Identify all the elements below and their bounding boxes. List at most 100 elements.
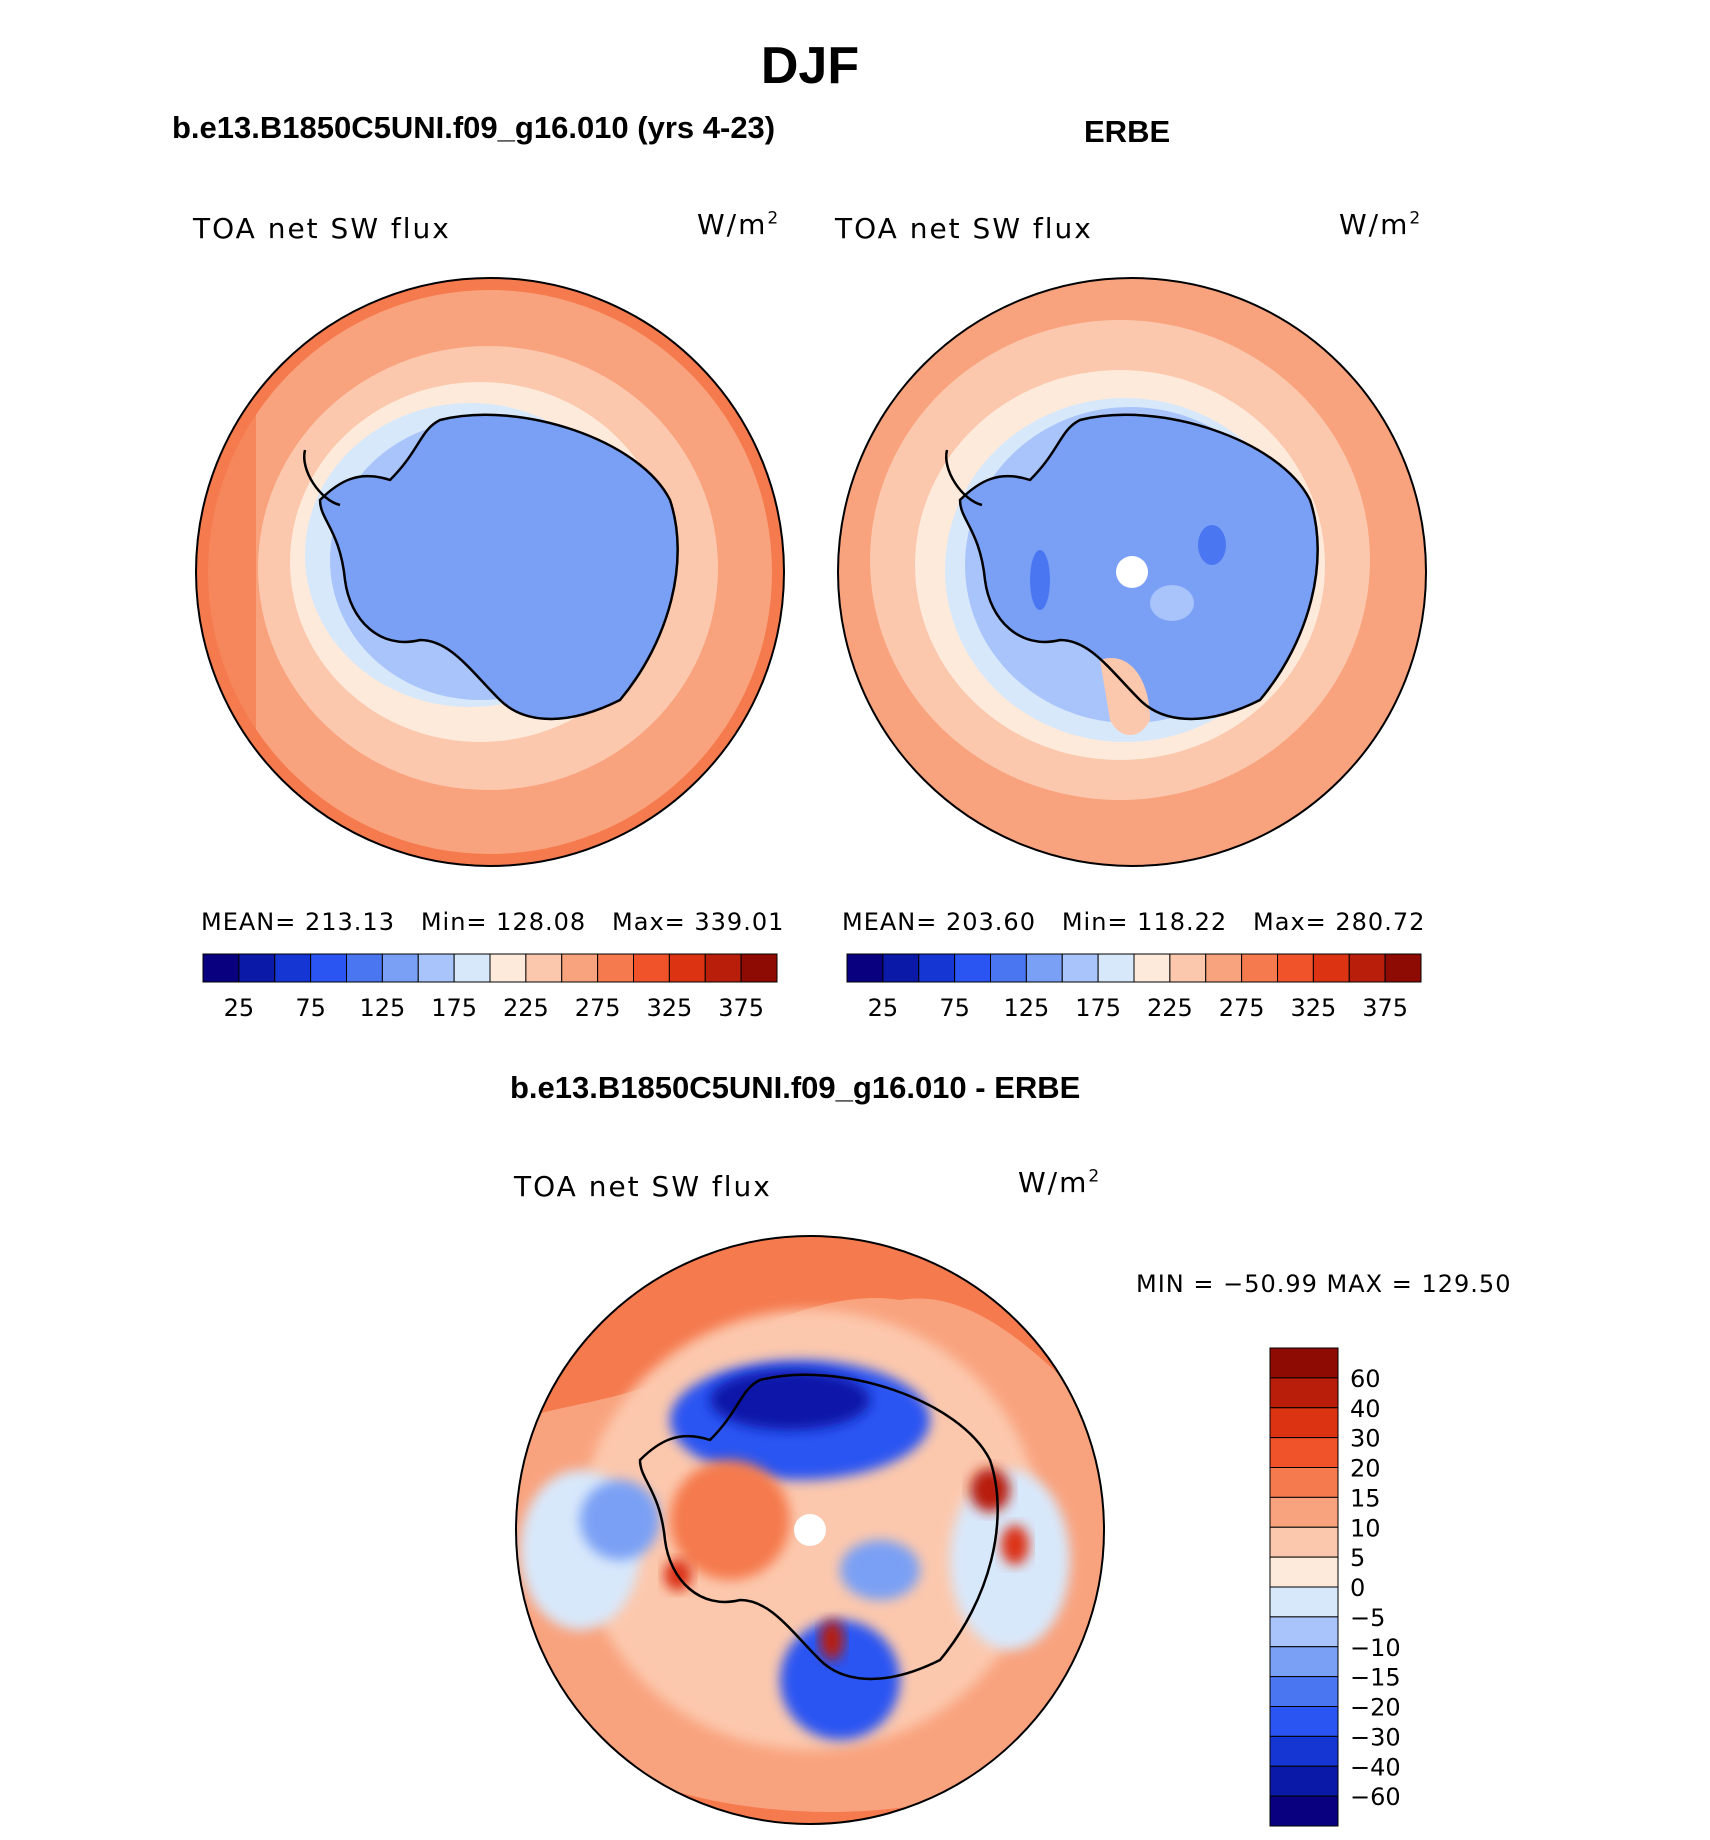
panel2-stats: MEAN= 203.60 Min= 118.22 Max= 280.72: [842, 908, 1426, 936]
colorbar-swatch: [1269, 1377, 1339, 1409]
colorbar-swatch: [381, 953, 419, 983]
colorbar-tick-label: 275: [575, 994, 621, 1022]
colorbar-tick-label: 125: [359, 994, 405, 1022]
panel2-variable-label: TOA net SW flux: [835, 212, 1093, 245]
colorbar-swatch: [918, 953, 956, 983]
panel3-units-label: W/m2: [1018, 1166, 1102, 1199]
colorbar-tick-label: −15: [1350, 1664, 1401, 1692]
colorbar-tick-label: −5: [1350, 1604, 1385, 1632]
colorbar-swatch: [1269, 1706, 1339, 1737]
colorbar-swatch: [525, 953, 563, 983]
diff-title: b.e13.B1850C5UNI.f09_g16.010 - ERBE: [510, 1070, 1081, 1105]
colorbar-swatch: [1241, 953, 1278, 983]
colorbar-tick-label: 325: [1290, 994, 1336, 1022]
panel3-polar-map: [516, 1236, 1104, 1824]
colorbar-tick-label: 5: [1350, 1544, 1365, 1572]
colorbar-tick-label: 25: [224, 994, 255, 1022]
panel3-variable-label: TOA net SW flux: [514, 1170, 772, 1203]
colorbar-swatch: [1205, 953, 1243, 983]
colorbar-swatch: [633, 953, 670, 983]
colorbar-swatch: [1061, 953, 1099, 983]
colorbar-swatch: [704, 953, 742, 983]
colorbar-swatch: [310, 953, 347, 983]
panel2-polar-map: [838, 278, 1426, 866]
panel3-map-border: [515, 1235, 1105, 1825]
colorbar-swatch: [1384, 953, 1422, 983]
colorbar-tick-label: 175: [431, 994, 477, 1022]
colorbar-tick-label: 125: [1003, 994, 1049, 1022]
colorbar-swatch: [882, 953, 920, 983]
colorbar-swatch: [1269, 1496, 1339, 1528]
colorbar-tick-label: 30: [1350, 1425, 1381, 1453]
colorbar-swatch: [1269, 1795, 1339, 1827]
colorbar-swatch: [1269, 1407, 1339, 1439]
colorbar-tick-label: 15: [1350, 1484, 1381, 1512]
colorbar-tick-label: −30: [1350, 1723, 1401, 1751]
obs-title: ERBE: [1084, 114, 1171, 149]
colorbar-swatch: [597, 953, 634, 983]
colorbar-swatch: [1025, 953, 1063, 983]
colorbar-tick-label: 40: [1350, 1395, 1381, 1423]
colorbar-tick-label: 325: [646, 994, 692, 1022]
colorbar-tick-label: 175: [1075, 994, 1121, 1022]
colorbar-tick-label: −10: [1350, 1634, 1401, 1662]
colorbar-swatch: [238, 953, 276, 983]
colorbar-swatch: [1269, 1735, 1339, 1767]
panel1-colorbar: [202, 953, 778, 983]
panel3-colorbar: [1269, 1347, 1339, 1827]
colorbar-tick-label: 225: [503, 994, 549, 1022]
colorbar-swatch: [1269, 1526, 1339, 1558]
colorbar-swatch: [846, 953, 884, 983]
panel1-map-border: [195, 277, 785, 867]
colorbar-swatch: [1269, 1616, 1339, 1648]
colorbar-swatch: [990, 953, 1027, 983]
colorbar-tick-label: 375: [718, 994, 764, 1022]
colorbar-swatch: [346, 953, 383, 983]
colorbar-swatch: [1269, 1467, 1339, 1498]
colorbar-tick-label: −60: [1350, 1783, 1401, 1811]
colorbar-swatch: [1097, 953, 1135, 983]
colorbar-swatch: [954, 953, 991, 983]
colorbar-tick-label: 75: [939, 994, 970, 1022]
colorbar-swatch: [1133, 953, 1171, 983]
colorbar-swatch: [1269, 1437, 1339, 1468]
panel1-colorbar-ticks: 25 75 125 175 225 275 325 375: [224, 994, 764, 1022]
panel2-colorbar-ticks: 25 75 125 175 225 275 325 375: [868, 994, 1408, 1022]
colorbar-swatch: [1269, 1646, 1339, 1678]
colorbar-swatch: [1312, 953, 1350, 983]
colorbar-swatch: [453, 953, 491, 983]
colorbar-swatch: [1169, 953, 1207, 983]
colorbar-tick-label: 375: [1362, 994, 1408, 1022]
colorbar-swatch: [202, 953, 240, 983]
colorbar-swatch: [489, 953, 527, 983]
colorbar-swatch: [1269, 1556, 1339, 1588]
colorbar-tick-label: 25: [868, 994, 899, 1022]
panel1-variable-label: TOA net SW flux: [193, 212, 451, 245]
colorbar-swatch: [1269, 1586, 1339, 1618]
colorbar-swatch: [1348, 953, 1386, 983]
colorbar-swatch: [740, 953, 778, 983]
colorbar-swatch: [1269, 1765, 1339, 1797]
colorbar-swatch: [417, 953, 455, 983]
model-title: b.e13.B1850C5UNI.f09_g16.010 (yrs 4-23): [172, 110, 776, 145]
colorbar-swatch: [1277, 953, 1314, 983]
panel1-stats: MEAN= 213.13 Min= 128.08 Max= 339.01: [201, 908, 785, 936]
colorbar-tick-label: 275: [1219, 994, 1265, 1022]
colorbar-swatch: [274, 953, 312, 983]
panel2-colorbar: [846, 953, 1422, 983]
colorbar-swatch: [1269, 1347, 1339, 1379]
colorbar-tick-label: 225: [1147, 994, 1193, 1022]
figure-title: DJF: [760, 37, 860, 95]
colorbar-tick-label: −40: [1350, 1753, 1401, 1781]
colorbar-swatch: [561, 953, 599, 983]
panel1-units-label: W/m2: [697, 208, 781, 241]
colorbar-swatch: [668, 953, 706, 983]
colorbar-tick-label: 10: [1350, 1514, 1381, 1542]
panel3-stats: MIN = −50.99 MAX = 129.50: [1136, 1270, 1512, 1298]
colorbar-tick-label: −20: [1350, 1694, 1401, 1722]
panel2-map-border: [837, 277, 1427, 867]
colorbar-tick-label: 0: [1350, 1574, 1365, 1602]
panel2-units-label: W/m2: [1339, 208, 1423, 241]
